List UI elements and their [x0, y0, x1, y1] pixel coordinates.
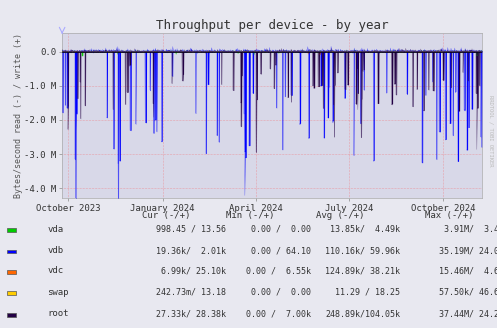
- Text: 37.44M/ 24.22M: 37.44M/ 24.22M: [439, 309, 497, 318]
- Text: 6.99k/ 25.10k: 6.99k/ 25.10k: [151, 266, 226, 276]
- Text: 35.19M/ 24.03M: 35.19M/ 24.03M: [439, 246, 497, 255]
- Text: 998.45 / 13.56: 998.45 / 13.56: [156, 225, 226, 234]
- Bar: [7, 228, 16, 232]
- Text: Cur (-/+): Cur (-/+): [142, 211, 190, 219]
- Text: 0.00 /  7.00k: 0.00 / 7.00k: [246, 309, 311, 318]
- Text: vda: vda: [47, 225, 63, 234]
- Text: root: root: [47, 309, 69, 318]
- Text: Min (-/+): Min (-/+): [226, 211, 274, 219]
- Text: 248.89k/104.05k: 248.89k/104.05k: [325, 309, 400, 318]
- Text: vdb: vdb: [47, 246, 63, 255]
- Text: 0.00 /  0.00: 0.00 / 0.00: [250, 225, 311, 234]
- Text: RRDTOOL / TOBI OETIKER: RRDTOOL / TOBI OETIKER: [488, 95, 493, 167]
- Text: 19.36k/  2.01k: 19.36k/ 2.01k: [151, 246, 226, 255]
- Text: 13.85k/  4.49k: 13.85k/ 4.49k: [330, 225, 400, 234]
- Bar: [7, 270, 16, 274]
- Bar: [7, 313, 16, 317]
- Text: 0.00 / 64.10: 0.00 / 64.10: [250, 246, 311, 255]
- Y-axis label: Bytes/second read (-) / write (+): Bytes/second read (-) / write (+): [14, 33, 23, 198]
- Text: 11.29 / 18.25: 11.29 / 18.25: [330, 288, 400, 297]
- Bar: [7, 250, 16, 254]
- Text: 242.73m/ 13.18: 242.73m/ 13.18: [156, 288, 226, 297]
- Title: Throughput per device - by year: Throughput per device - by year: [156, 19, 388, 31]
- Text: vdc: vdc: [47, 266, 63, 276]
- Text: 110.16k/ 59.96k: 110.16k/ 59.96k: [325, 246, 400, 255]
- Text: swap: swap: [47, 288, 69, 297]
- Text: Max (-/+): Max (-/+): [425, 211, 473, 219]
- Text: 57.50k/ 46.64k: 57.50k/ 46.64k: [439, 288, 497, 297]
- Text: 124.89k/ 38.21k: 124.89k/ 38.21k: [325, 266, 400, 276]
- Text: 0.00 /  0.00: 0.00 / 0.00: [250, 288, 311, 297]
- Bar: [7, 291, 16, 295]
- Text: 15.46M/  4.66M: 15.46M/ 4.66M: [439, 266, 497, 276]
- Text: 27.33k/ 28.38k: 27.33k/ 28.38k: [151, 309, 226, 318]
- Text: Avg (-/+): Avg (-/+): [316, 211, 364, 219]
- Text: 0.00 /  6.55k: 0.00 / 6.55k: [246, 266, 311, 276]
- Text: 3.91M/  3.44M: 3.91M/ 3.44M: [439, 225, 497, 234]
